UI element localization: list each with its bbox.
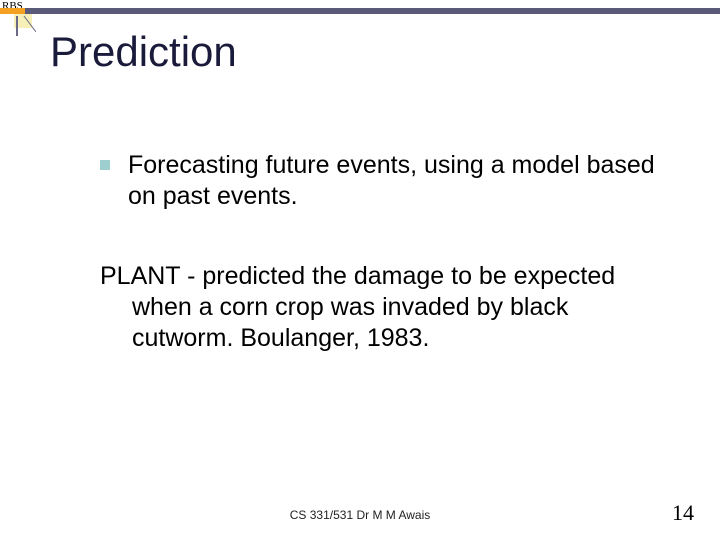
slide-title: Prediction xyxy=(50,28,237,76)
footer-text: CS 331/531 Dr M M Awais xyxy=(0,508,720,522)
header-bar-main xyxy=(25,8,720,14)
bullet-item: Forecasting future events, using a model… xyxy=(100,150,660,213)
content-area: Forecasting future events, using a model… xyxy=(100,150,660,354)
bullet-marker-icon xyxy=(100,160,110,170)
corner-decoration-icon xyxy=(14,14,36,36)
paragraph-text: PLANT - predicted the damage to be expec… xyxy=(100,261,660,355)
bullet-text: Forecasting future events, using a model… xyxy=(128,150,660,213)
header-bar xyxy=(0,8,720,14)
slide-number: 14 xyxy=(672,500,694,526)
